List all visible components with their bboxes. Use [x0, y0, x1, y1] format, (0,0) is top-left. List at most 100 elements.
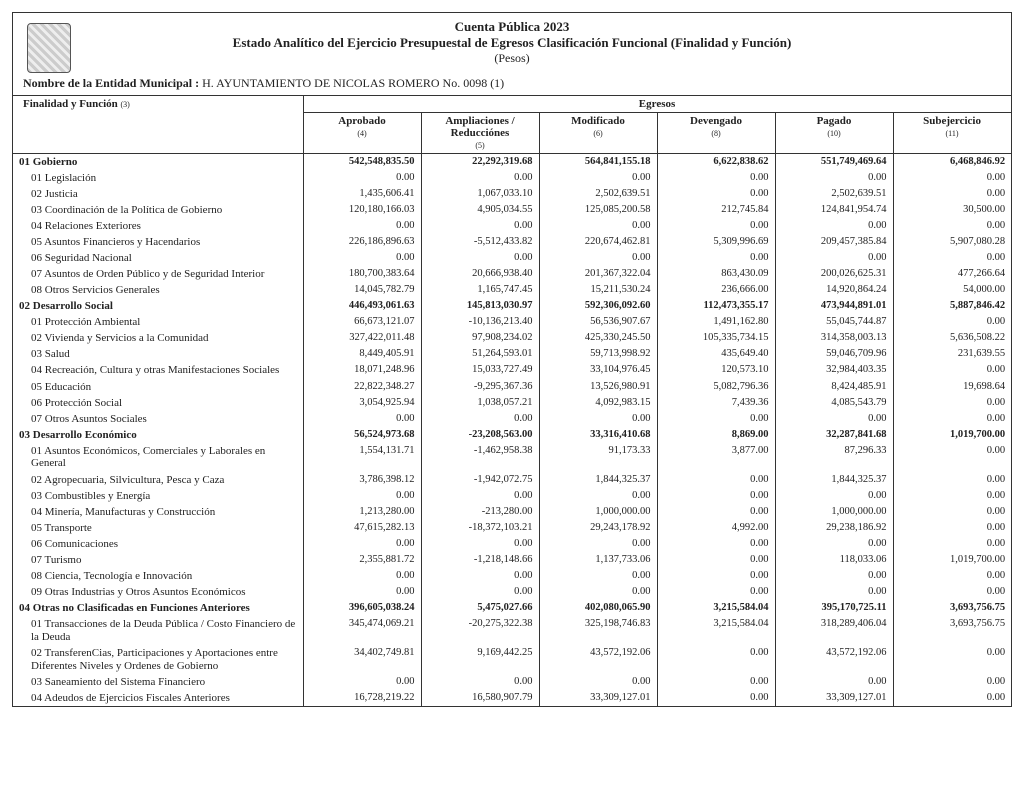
- table-row: 05 Educación22,822,348.27-9,295,367.3613…: [13, 379, 1011, 395]
- cell-value: 0.00: [539, 568, 657, 584]
- cell-value: 0.00: [421, 584, 539, 600]
- report-header: Cuenta Pública 2023 Estado Analítico del…: [13, 17, 1011, 72]
- cell-value: 0.00: [539, 170, 657, 186]
- cell-value: 1,491,162.80: [657, 314, 775, 330]
- cell-value: 0.00: [657, 690, 775, 706]
- cell-value: 0.00: [893, 186, 1011, 202]
- table-row: 04 Minería, Manufacturas y Construcción1…: [13, 504, 1011, 520]
- cell-value: 2,502,639.51: [775, 186, 893, 202]
- row-label: 04 Adeudos de Ejercicios Fiscales Anteri…: [13, 690, 303, 706]
- table-row: 02 Agropecuaria, Silvicultura, Pesca y C…: [13, 472, 1011, 488]
- cell-value: 15,033,727.49: [421, 362, 539, 379]
- cell-value: 0.00: [539, 674, 657, 690]
- cell-value: 0.00: [893, 674, 1011, 690]
- cell-value: 0.00: [893, 568, 1011, 584]
- cell-value: 0.00: [657, 411, 775, 427]
- row-label: 06 Protección Social: [13, 395, 303, 411]
- cell-value: 0.00: [775, 584, 893, 600]
- cell-value: 56,524,973.68: [303, 427, 421, 443]
- cell-value: 0.00: [303, 218, 421, 234]
- cell-value: 0.00: [539, 536, 657, 552]
- cell-value: 6,468,846.92: [893, 154, 1011, 171]
- cell-value: 0.00: [657, 170, 775, 186]
- entity-line: Nombre de la Entidad Municipal : H. AYUN…: [13, 72, 1011, 95]
- table-row: 04 Relaciones Exteriores0.000.000.000.00…: [13, 218, 1011, 234]
- table-row: 02 TransferenCias, Participaciones y Apo…: [13, 645, 1011, 674]
- row-label: 03 Desarrollo Económico: [13, 427, 303, 443]
- table-row: 02 Desarrollo Social446,493,061.63145,81…: [13, 298, 1011, 314]
- cell-value: 8,449,405.91: [303, 346, 421, 362]
- cell-value: -213,280.00: [421, 504, 539, 520]
- cell-value: 0.00: [421, 488, 539, 504]
- cell-value: 0.00: [657, 504, 775, 520]
- cell-value: 1,019,700.00: [893, 427, 1011, 443]
- cell-value: 22,292,319.68: [421, 154, 539, 171]
- cell-value: 592,306,092.60: [539, 298, 657, 314]
- cell-value: 14,045,782.79: [303, 282, 421, 298]
- report-title-2: Estado Analítico del Ejercicio Presupues…: [21, 35, 1003, 51]
- cell-value: 4,992.00: [657, 520, 775, 536]
- cell-value: 16,580,907.79: [421, 690, 539, 706]
- cell-value: 551,749,469.64: [775, 154, 893, 171]
- table-row: 07 Asuntos de Orden Público y de Segurid…: [13, 266, 1011, 282]
- cell-value: 0.00: [893, 536, 1011, 552]
- cell-value: 3,215,584.04: [657, 616, 775, 645]
- entity-value: H. AYUNTAMIENTO DE NICOLAS ROMERO No. 00…: [202, 76, 504, 90]
- cell-value: 0.00: [893, 170, 1011, 186]
- cell-value: 5,082,796.36: [657, 379, 775, 395]
- row-label: 07 Otros Asuntos Sociales: [13, 411, 303, 427]
- cell-value: 318,289,406.04: [775, 616, 893, 645]
- cell-value: 435,649.40: [657, 346, 775, 362]
- entity-label: Nombre de la Entidad Municipal :: [23, 76, 202, 90]
- cell-value: 22,822,348.27: [303, 379, 421, 395]
- cell-value: 5,887,846.42: [893, 298, 1011, 314]
- cell-value: 345,474,069.21: [303, 616, 421, 645]
- cell-value: 1,165,747.45: [421, 282, 539, 298]
- report-title-1: Cuenta Pública 2023: [21, 19, 1003, 35]
- cell-value: 0.00: [893, 314, 1011, 330]
- row-label: 04 Relaciones Exteriores: [13, 218, 303, 234]
- cell-value: -23,208,563.00: [421, 427, 539, 443]
- row-label: 01 Gobierno: [13, 154, 303, 171]
- cell-value: 0.00: [893, 690, 1011, 706]
- table-row: 04 Otras no Clasificadas en Funciones An…: [13, 600, 1011, 616]
- cell-value: 125,085,200.58: [539, 202, 657, 218]
- table-row: 01 Gobierno542,548,835.5022,292,319.6856…: [13, 154, 1011, 171]
- cell-value: 32,984,403.35: [775, 362, 893, 379]
- cell-value: 3,693,756.75: [893, 600, 1011, 616]
- cell-value: 1,019,700.00: [893, 552, 1011, 568]
- cell-value: 0.00: [657, 645, 775, 674]
- table-row: 02 Vivienda y Servicios a la Comunidad32…: [13, 330, 1011, 346]
- cell-value: 3,877.00: [657, 443, 775, 472]
- budget-table: Finalidad y Función (3) Egresos Aprobado…: [13, 95, 1012, 706]
- cell-value: 0.00: [303, 411, 421, 427]
- cell-value: 0.00: [421, 674, 539, 690]
- cell-value: 0.00: [893, 584, 1011, 600]
- cell-value: 1,844,325.37: [539, 472, 657, 488]
- cell-value: 0.00: [893, 645, 1011, 674]
- cell-value: 0.00: [775, 568, 893, 584]
- cell-value: 32,287,841.68: [775, 427, 893, 443]
- cell-value: 0.00: [539, 250, 657, 266]
- cell-value: 236,666.00: [657, 282, 775, 298]
- row-label: 03 Combustibles y Energía: [13, 488, 303, 504]
- cell-value: 29,238,186.92: [775, 520, 893, 536]
- cell-value: 1,137,733.06: [539, 552, 657, 568]
- table-row: 08 Otros Servicios Generales14,045,782.7…: [13, 282, 1011, 298]
- table-body: 01 Gobierno542,548,835.5022,292,319.6856…: [13, 154, 1011, 707]
- cell-value: 1,038,057.21: [421, 395, 539, 411]
- row-label: 09 Otras Industrias y Otros Asuntos Econ…: [13, 584, 303, 600]
- cell-value: 120,573.10: [657, 362, 775, 379]
- cell-value: 8,869.00: [657, 427, 775, 443]
- cell-value: 446,493,061.63: [303, 298, 421, 314]
- cell-value: 0.00: [421, 536, 539, 552]
- cell-value: 1,000,000.00: [775, 504, 893, 520]
- row-label: 07 Asuntos de Orden Público y de Segurid…: [13, 266, 303, 282]
- table-row: 01 Legislación0.000.000.000.000.000.00: [13, 170, 1011, 186]
- row-label: 02 Agropecuaria, Silvicultura, Pesca y C…: [13, 472, 303, 488]
- table-row: 03 Combustibles y Energía0.000.000.000.0…: [13, 488, 1011, 504]
- col-header-ampliaciones: Ampliaciones / Reducciónes(5): [421, 113, 539, 154]
- table-row: 07 Otros Asuntos Sociales0.000.000.000.0…: [13, 411, 1011, 427]
- table-row: 01 Transacciones de la Deuda Pública / C…: [13, 616, 1011, 645]
- cell-value: 0.00: [775, 250, 893, 266]
